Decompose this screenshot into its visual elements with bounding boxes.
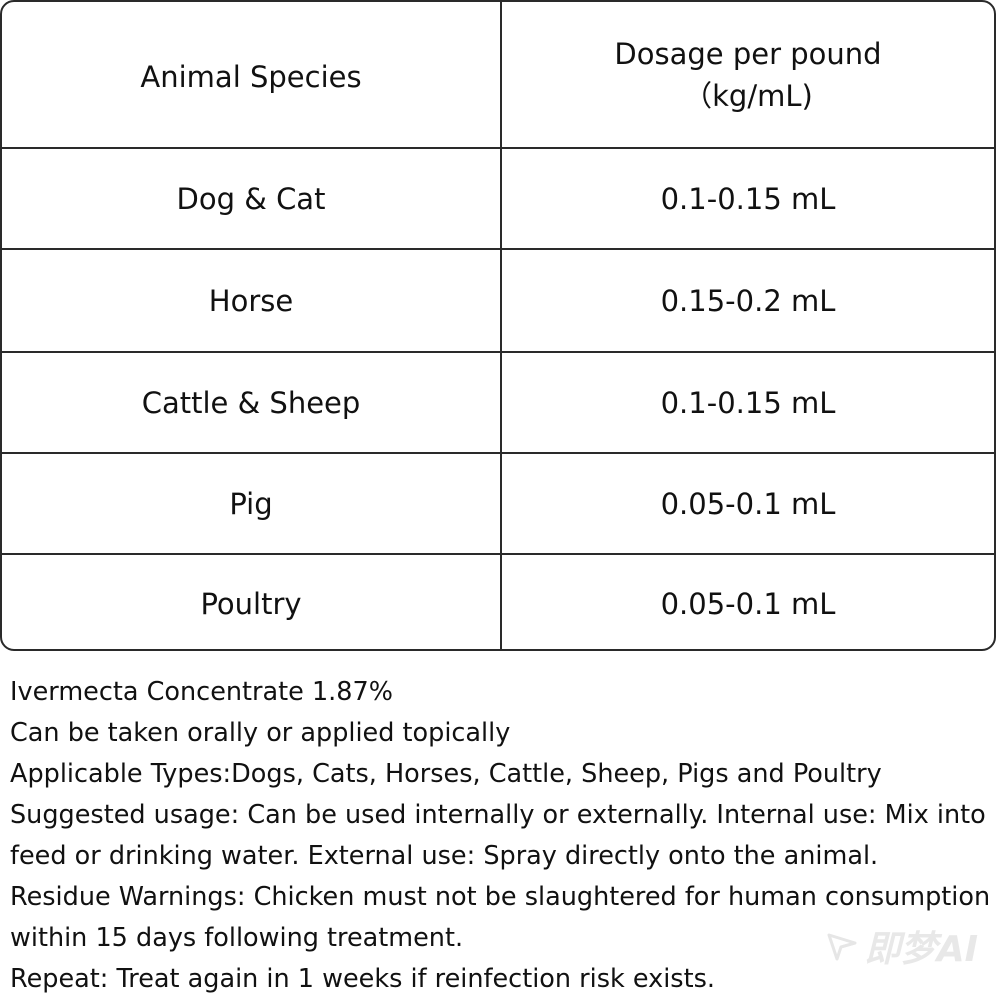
dosage-cell: 0.05-0.1 mL xyxy=(660,486,836,521)
note-suggested-usage: Suggested usage: Can be used internally … xyxy=(10,800,986,830)
table-row: Pig 0.05-0.1 mL xyxy=(2,454,994,555)
species-cell: Poultry xyxy=(2,555,502,649)
table-row: Cattle & Sheep 0.1-0.15 mL xyxy=(2,353,994,454)
dosage-table: Animal Species Dosage per pound （kg/mL) … xyxy=(0,0,996,651)
product-notes: Ivermecta Concentrate 1.87% Can be taken… xyxy=(10,672,995,1000)
species-cell: Pig xyxy=(2,454,502,553)
dosage-cell: 0.1-0.15 mL xyxy=(660,385,836,420)
watermark: 即梦AI xyxy=(825,920,978,972)
note-suggested-usage-cont: feed or drinking water. External use: Sp… xyxy=(10,841,879,871)
note-repeat: Repeat: Treat again in 1 weeks if reinfe… xyxy=(10,964,715,994)
species-cell: Horse xyxy=(2,250,502,351)
table-header-row: Animal Species Dosage per pound （kg/mL) xyxy=(2,2,994,149)
note-applicable-types: Applicable Types:Dogs, Cats, Horses, Cat… xyxy=(10,759,882,789)
note-administration: Can be taken orally or applied topically xyxy=(10,718,511,748)
species-cell: Dog & Cat xyxy=(2,149,502,248)
header-dosage-line2: （kg/mL) xyxy=(683,78,813,113)
dosage-cell: 0.15-0.2 mL xyxy=(660,283,836,318)
watermark-text: 即梦AI xyxy=(864,929,978,970)
header-dosage-line1: Dosage per pound xyxy=(614,36,882,71)
dosage-cell: 0.05-0.1 mL xyxy=(660,587,836,621)
dosage-cell: 0.1-0.15 mL xyxy=(660,181,836,216)
table-row: Poultry 0.05-0.1 mL xyxy=(2,555,994,649)
note-residue-warning: Residue Warnings: Chicken must not be sl… xyxy=(10,882,991,912)
note-product-name: Ivermecta Concentrate 1.87% xyxy=(10,677,393,707)
table-row: Dog & Cat 0.1-0.15 mL xyxy=(2,149,994,250)
header-species-label: Animal Species xyxy=(140,59,362,94)
header-species: Animal Species xyxy=(2,2,502,147)
species-cell: Cattle & Sheep xyxy=(2,353,502,452)
header-dosage: Dosage per pound （kg/mL) xyxy=(502,2,994,147)
table-row: Horse 0.15-0.2 mL xyxy=(2,250,994,353)
note-residue-warning-cont: within 15 days following treatment. xyxy=(10,923,464,953)
star-logo-icon xyxy=(827,933,857,961)
